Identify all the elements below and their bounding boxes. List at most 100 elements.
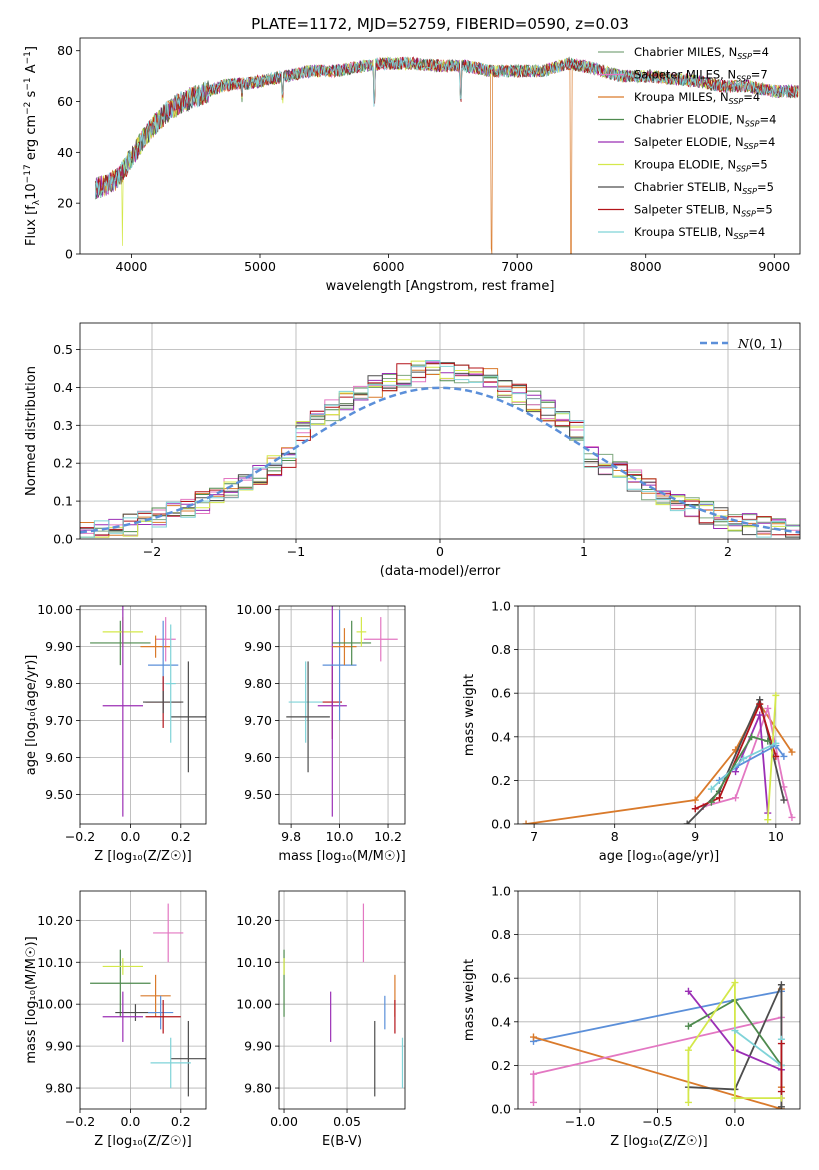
spectrum-plot-area [95,55,799,254]
y-label-part: −1 [23,77,33,90]
legend-label-sub: SSP [745,120,760,129]
series-point [529,1070,537,1078]
legend-label: Kroupa STELIB, NSSP=4 [634,225,765,241]
y-tick-label: 0 [65,247,73,262]
legend-label: Salpeter STELIB, NSSP=5 [634,203,773,219]
residuals-panel: −2 −1 0 1 2 0.0 0.1 0.2 0.3 0.4 0.5 (data-model)/er… [24,322,801,579]
legend-label-sub: SSP [736,165,751,174]
y-tick-label: 9.60 [45,750,73,765]
legend-label-tail: =4 [752,45,769,59]
y-axis-label: age [log₁₀(age/yr)] [24,655,39,776]
y-label-part: s [24,90,39,101]
legend-label-name: Salpeter ELODIE, N [634,135,744,149]
legend-label-sub: SSP [737,52,752,61]
series-point [732,794,740,802]
x-tick-label: 9 [691,829,699,844]
y-tick-label: 10.00 [37,997,73,1012]
x-tick-label: 9000 [758,259,790,274]
series-point [764,704,772,712]
spectrum-series-line [95,57,799,200]
y-tick-label: 9.50 [244,787,272,802]
y-tick-label: 0.6 [491,971,511,986]
y-tick-label: 10.10 [37,955,73,970]
series-point [772,691,780,699]
x-tick-label: −0.2 [65,1114,95,1129]
massweight_vs_age-panel: 7 8 9 10 0.0 0.2 0.4 0.6 0.8 1.0 age [log₁₀(age/yr… [462,599,801,864]
legend-label: Chabrier ELODIE, NSSP=4 [634,113,776,129]
series-point [683,820,691,824]
y-label-part: −17 [23,164,33,183]
x-axis-label: Z [log₁₀(Z/Z☉)] [94,849,191,864]
y-label-part: A [24,64,39,77]
x-tick-label: 8 [611,829,619,844]
mass_vs_Z-panel: −0.2 0.0 0.2 9.80 9.90 10.00 10.10 10.20 Z [log₁… [24,890,207,1149]
x-axis-label: mass [log₁₀(M/M☉)] [278,849,405,864]
x-tick-label: 1 [580,544,588,559]
series-point [764,816,772,824]
x-tick-label: −2 [143,544,161,559]
residuals-frame [79,322,801,540]
legend-label: N(0, 1) [737,336,783,351]
series-point [756,700,764,708]
y-label-part: Flux [f [24,205,39,246]
x-tick-label: −0.2 [65,829,95,844]
y-tick-label: 1.0 [491,599,511,614]
y-tick-label: 10.00 [236,602,272,617]
series-point [707,798,715,806]
legend-label-sub: SSP [734,232,749,241]
massweight_vs_age-plot-area [518,606,800,824]
legend-label-name: Kroupa STELIB, N [634,225,734,239]
massweight_vs_Z-panel: −1.0 −0.5 0.0 0.0 0.2 0.4 0.6 0.8 1.0 Z [log₁₀(Z/… [462,884,801,1149]
series-point [780,752,788,760]
legend-label: Chabrier STELIB, NSSP=5 [634,180,774,196]
series-line [766,695,777,820]
legend-label-tail: =4 [743,90,760,104]
y-tick-label: 9.70 [244,713,272,728]
x-axis-label: (data-model)/error [380,564,501,579]
y-tick-label: 10.00 [236,997,272,1012]
x-axis-label: Z [log₁₀(Z/Z☉)] [610,1134,707,1149]
x-tick-label: 0.0 [120,1114,140,1129]
x-tick-label: 10 [768,829,784,844]
y-tick-label: 9.50 [45,787,73,802]
series-point [684,1098,692,1106]
legend-label-name: Kroupa ELODIE, N [634,158,736,172]
legend-label-sub: SSP [744,142,759,151]
residuals-plot-area [80,323,800,539]
series-point [777,981,785,989]
x-axis-label: Z [log₁₀(Z/Z☉)] [94,1134,191,1149]
x-tick-label: 0.0 [120,829,140,844]
figure-title: PLATE=1172, MJD=52759, FIBERID=0590, z=0… [251,15,629,33]
y-tick-label: 0.0 [491,1102,511,1117]
x-tick-label: 4000 [116,259,148,274]
x-tick-label: 7000 [501,259,533,274]
age_vs_Z-frame [79,605,207,825]
mass_vs_ebv-frame [278,890,406,1110]
y-tick-label: 0.4 [491,1014,511,1029]
x-tick-label: −1.0 [565,1114,595,1129]
series-point [740,755,748,763]
legend-label-name: Kroupa MILES, N [634,90,729,104]
legend-label: Salpeter MILES, NSSP=7 [634,68,768,84]
x-tick-label: 7 [530,829,538,844]
y-tick-label: 9.90 [244,639,272,654]
y-tick-label: 0.8 [491,642,511,657]
y-tick-label: 9.80 [45,1081,73,1096]
mass_vs_ebv-panel: 0.00 0.05 9.80 9.90 10.00 10.10 10.20 E(B-V) [236,890,406,1149]
y-tick-label: 0.2 [491,1058,511,1073]
y-tick-label: 9.60 [244,750,272,765]
legend-label: Kroupa MILES, NSSP=4 [634,90,760,106]
y-tick-label: 0.0 [53,532,73,547]
y-tick-label: 0.4 [491,729,511,744]
x-tick-label: −1 [287,544,305,559]
y-tick-label: 0.2 [491,773,511,788]
legend-label-tail: =5 [757,180,774,194]
x-tick-label: 9.8 [281,829,301,844]
legend-label-tail: =4 [760,113,777,127]
legend-label-sub: SSP [729,97,744,106]
y-tick-label: 0.2 [53,456,73,471]
series-point [756,711,764,719]
series-point [529,1033,537,1041]
series-point [748,733,756,741]
